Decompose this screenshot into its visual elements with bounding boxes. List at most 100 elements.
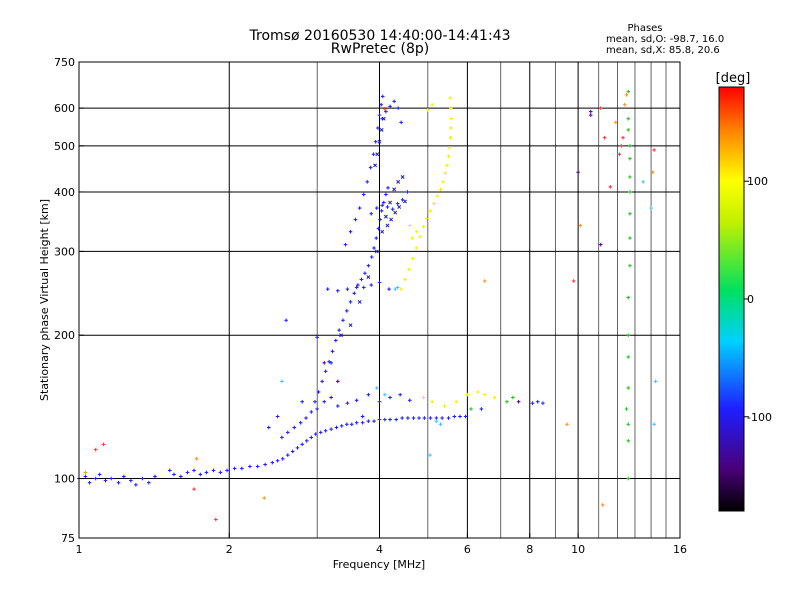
data-point — [446, 154, 451, 159]
data-point — [345, 401, 350, 405]
data-point — [469, 407, 473, 411]
data-point — [377, 139, 382, 144]
data-point — [380, 94, 385, 99]
data-point — [652, 422, 656, 427]
y-tick-label: 300 — [54, 245, 75, 258]
data-point — [292, 425, 297, 430]
data-point — [571, 279, 576, 283]
data-point — [325, 287, 330, 291]
data-point — [576, 170, 580, 175]
data-point — [614, 120, 618, 125]
data-point — [361, 285, 366, 290]
data-point — [194, 457, 199, 461]
data-point — [626, 89, 631, 94]
data-point — [388, 395, 392, 400]
data-point — [204, 470, 209, 475]
data-point — [505, 399, 509, 404]
data-point — [602, 135, 607, 140]
data-point — [393, 287, 397, 291]
data-point — [425, 216, 429, 221]
data-point — [394, 417, 398, 422]
data-point — [330, 349, 335, 354]
data-point — [392, 99, 396, 104]
data-point — [368, 165, 373, 170]
data-point — [541, 401, 545, 405]
data-point — [369, 255, 374, 259]
data-point — [373, 139, 378, 144]
data-point — [588, 113, 593, 117]
y-tick-label: 500 — [54, 140, 75, 153]
data-point — [348, 323, 353, 328]
data-point — [313, 399, 317, 404]
data-point — [381, 116, 386, 121]
data-point — [295, 446, 300, 450]
data-point — [304, 439, 309, 443]
data-point — [628, 175, 632, 179]
colorbar-label: [deg] — [716, 71, 751, 86]
x-tick-label: 6 — [464, 543, 471, 556]
data-point — [410, 256, 415, 261]
data-point — [270, 460, 275, 465]
data-point — [432, 201, 436, 206]
data-point — [421, 395, 426, 400]
chart-title: Tromsø 20160530 14:40:00-14:41:43 — [249, 28, 511, 44]
data-point — [348, 300, 353, 304]
data-point — [103, 478, 108, 483]
data-points — [77, 89, 658, 522]
colorbar-tick-label: 0 — [747, 293, 754, 306]
data-point — [318, 430, 323, 435]
data-point — [628, 144, 632, 148]
data-point — [449, 116, 454, 121]
data-point — [345, 287, 350, 291]
data-point — [414, 229, 419, 234]
x-tick-label: 16 — [673, 543, 687, 556]
data-point — [379, 102, 383, 107]
data-point — [421, 224, 426, 229]
data-point — [650, 170, 655, 175]
data-point — [628, 156, 632, 161]
data-point — [407, 267, 411, 272]
data-point — [653, 379, 658, 384]
data-point — [600, 503, 605, 507]
data-point — [280, 457, 285, 461]
data-point — [348, 229, 353, 234]
data-point — [449, 126, 453, 130]
data-point — [357, 206, 362, 210]
data-point — [407, 223, 412, 228]
data-point — [83, 470, 88, 475]
data-point — [396, 106, 400, 110]
data-point — [298, 420, 303, 425]
data-point — [624, 92, 629, 97]
data-point — [345, 422, 349, 427]
data-point — [109, 476, 113, 481]
data-point — [83, 474, 88, 479]
data-point — [374, 386, 379, 390]
data-point — [218, 470, 223, 475]
y-tick-label: 600 — [54, 102, 75, 115]
data-point — [400, 175, 405, 179]
data-point — [354, 285, 359, 290]
y-tick-label: 200 — [54, 329, 75, 342]
data-point — [309, 410, 314, 414]
data-point — [578, 223, 583, 228]
data-point — [399, 287, 403, 291]
data-point — [327, 359, 331, 364]
data-point — [428, 453, 432, 457]
data-point — [377, 280, 382, 285]
data-point — [262, 496, 267, 500]
data-point — [430, 102, 434, 107]
data-point — [411, 416, 416, 420]
data-point — [649, 206, 653, 210]
data-point — [360, 414, 365, 419]
data-point — [329, 395, 333, 400]
data-point — [329, 361, 333, 365]
phases-o-stats: mean, sd,O: -98.7, 16.0 — [606, 34, 724, 45]
x-tick-label: 4 — [376, 543, 383, 556]
data-point — [320, 379, 324, 384]
data-point — [447, 146, 452, 150]
data-point — [385, 223, 390, 228]
data-point — [315, 335, 319, 340]
y-tick-label: 400 — [54, 186, 75, 199]
data-point — [300, 442, 304, 447]
data-point — [379, 209, 384, 213]
